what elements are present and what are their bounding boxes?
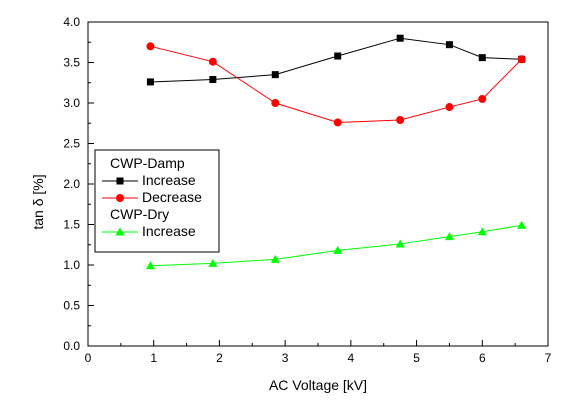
legend-group-title: CWP-Damp (110, 155, 185, 171)
data-point (445, 103, 454, 112)
data-point (517, 220, 527, 229)
data-point (444, 232, 454, 241)
x-tick-label: 1 (150, 351, 157, 365)
data-point (270, 254, 280, 263)
x-tick-label: 5 (413, 351, 420, 365)
legend-label: Decrease (142, 189, 202, 205)
data-point (478, 54, 486, 62)
y-tick-label: 1.5 (63, 218, 80, 232)
legend-group-title: CWP-Dry (110, 206, 169, 222)
x-tick-label: 6 (479, 351, 486, 365)
legend-marker (116, 177, 124, 185)
data-point (208, 258, 218, 267)
x-tick-label: 7 (545, 351, 552, 365)
x-tick-label: 4 (348, 351, 355, 365)
y-tick-label: 0.5 (63, 299, 80, 313)
data-point (396, 116, 405, 125)
series-line (150, 45, 523, 123)
legend-label: Increase (142, 223, 196, 239)
data-point (333, 118, 342, 127)
data-point (146, 42, 155, 51)
data-point (271, 71, 279, 79)
x-axis-title: AC Voltage [kV] (269, 377, 367, 393)
x-tick-label: 0 (85, 351, 92, 365)
series-line (150, 37, 522, 83)
y-tick-label: 1.0 (63, 258, 80, 272)
y-tick-label: 3.0 (63, 96, 80, 110)
legend-box (94, 149, 220, 253)
series-1 (146, 42, 526, 127)
data-point (146, 78, 154, 86)
data-point (209, 76, 217, 84)
data-point (477, 227, 487, 236)
legend-marker (115, 227, 125, 236)
series-line (150, 224, 522, 267)
y-tick-label: 0.0 (63, 339, 80, 353)
legend-label: Increase (142, 172, 196, 188)
data-point (334, 52, 342, 60)
y-tick-label: 2.0 (63, 177, 80, 191)
x-tick-label: 2 (216, 351, 223, 365)
x-tick-label: 3 (282, 351, 289, 365)
y-tick-label: 4.0 (63, 15, 80, 29)
data-point (145, 261, 155, 270)
data-point (478, 94, 487, 103)
data-point (445, 41, 453, 49)
data-point (395, 239, 405, 248)
series-0 (146, 34, 526, 86)
data-point (517, 55, 526, 64)
series-2 (145, 220, 527, 270)
data-point (271, 99, 280, 107)
y-axis-title: tan δ [%] (30, 174, 46, 229)
data-point (208, 57, 217, 66)
legend-marker (116, 194, 124, 202)
y-tick-label: 3.5 (63, 56, 80, 70)
data-point (396, 34, 404, 42)
y-tick-label: 2.5 (63, 137, 80, 151)
data-point (333, 245, 343, 254)
